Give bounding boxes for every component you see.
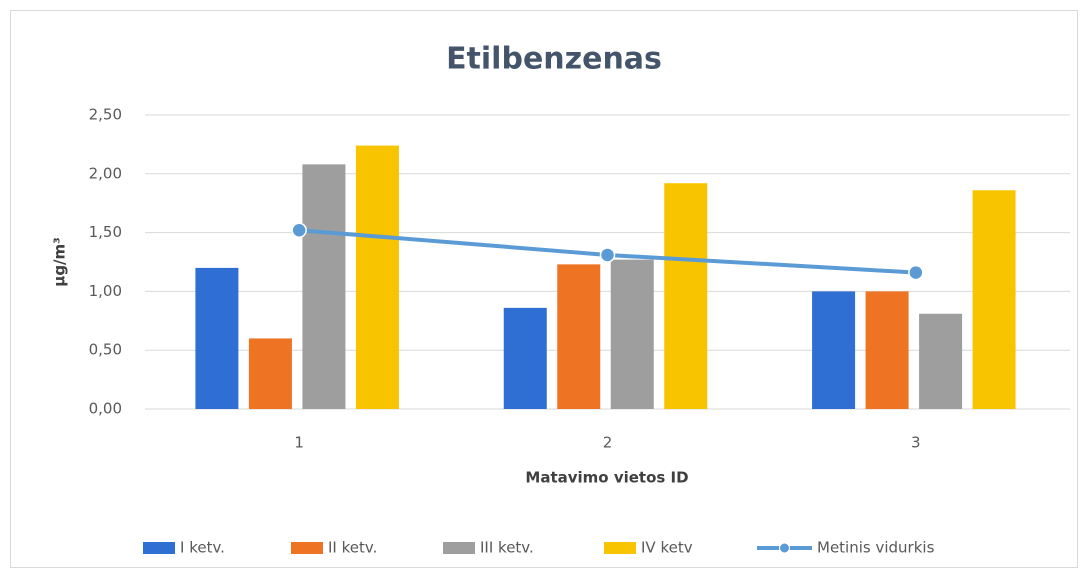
x-tick-label: 1 — [294, 434, 304, 452]
bar — [610, 259, 654, 409]
bar — [503, 307, 547, 409]
bar — [557, 264, 601, 409]
line-marker — [908, 264, 924, 281]
y-tick-label: 0,50 — [89, 341, 122, 359]
bar — [195, 267, 239, 409]
legend-label: IV ketv — [641, 539, 693, 557]
legend-swatch — [604, 542, 636, 554]
legend-label: II ketv. — [328, 539, 377, 557]
x-axis-title: Matavimo vietos ID — [525, 469, 688, 487]
line-marker — [291, 222, 307, 238]
bar — [865, 291, 909, 409]
bar — [919, 313, 963, 409]
chart-frame — [10, 10, 1078, 568]
y-tick-label: 1,50 — [89, 223, 122, 241]
bar — [664, 183, 708, 409]
x-tick-label: 2 — [603, 434, 613, 452]
y-tick-label: 2,00 — [89, 164, 122, 182]
y-tick-label: 2,50 — [89, 106, 122, 124]
chart-title: Etilbenzenas — [446, 42, 662, 77]
x-tick-label: 3 — [911, 434, 921, 452]
legend-swatch — [291, 542, 323, 554]
legend-label: III ketv. — [480, 539, 534, 557]
y-tick-label: 0,00 — [89, 400, 122, 418]
legend-label: Metinis vidurkis — [817, 539, 935, 557]
y-tick-label: 1,00 — [89, 282, 122, 300]
legend-swatch — [143, 542, 175, 554]
bar — [355, 145, 399, 410]
y-axis-title: µg/m³ — [51, 237, 69, 286]
line-marker — [599, 247, 616, 263]
legend-swatch — [779, 542, 790, 554]
bar — [812, 291, 856, 409]
bar — [248, 338, 292, 409]
bar — [302, 164, 346, 409]
legend-label: I ketv. — [180, 539, 225, 557]
legend-swatch — [443, 542, 475, 554]
bar — [972, 190, 1016, 409]
